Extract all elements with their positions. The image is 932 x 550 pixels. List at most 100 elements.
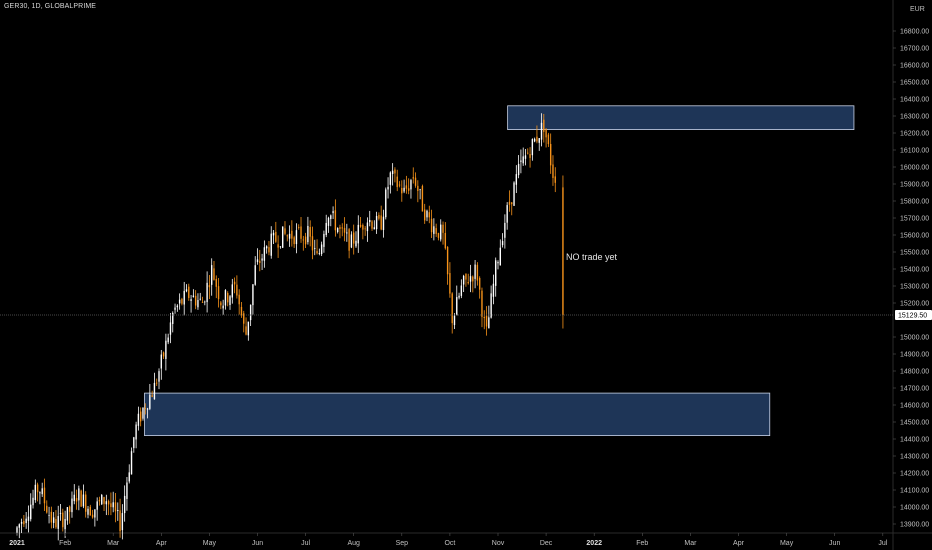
candle-body: [488, 317, 490, 329]
candle: [483, 310, 485, 330]
candle-body: [456, 297, 458, 316]
candle: [135, 421, 137, 449]
candle-body: [375, 216, 378, 230]
candle-body: [105, 501, 108, 505]
candle-body: [272, 232, 275, 236]
x-tick-label: Feb: [636, 540, 648, 547]
candle: [385, 187, 387, 220]
candle-body: [227, 292, 229, 303]
candle: [517, 155, 520, 179]
candle: [222, 299, 224, 315]
candle: [156, 378, 158, 386]
candle-body: [307, 225, 309, 243]
candle: [199, 292, 201, 301]
candle-body: [268, 247, 270, 253]
candle-body: [513, 182, 515, 206]
candle: [421, 184, 424, 212]
demand-zone: [144, 392, 771, 437]
candle: [176, 304, 179, 312]
candle: [110, 492, 112, 516]
candle-body: [451, 293, 453, 324]
candle: [472, 275, 474, 293]
candle-body: [449, 273, 451, 294]
y-tick-label: 14700.00: [900, 386, 929, 393]
candle: [126, 476, 128, 511]
candle: [515, 165, 518, 193]
candle: [311, 226, 314, 260]
y-tick-label: 16100.00: [900, 148, 929, 155]
candle-body: [107, 501, 110, 505]
candle-body: [332, 211, 334, 214]
candle: [451, 292, 453, 334]
candle-body: [66, 507, 69, 521]
candle-body: [18, 524, 20, 528]
candle: [527, 148, 529, 155]
x-tick-label: Mar: [684, 540, 697, 547]
candle-body: [190, 299, 192, 302]
candle-body: [85, 494, 87, 512]
candle: [453, 313, 456, 329]
candle: [488, 305, 490, 329]
candle-body: [229, 296, 231, 306]
candle: [167, 333, 169, 345]
candle-body: [359, 225, 362, 227]
candle-body: [524, 155, 527, 159]
candle-body: [398, 184, 401, 186]
candle-body: [57, 516, 59, 529]
candle-body: [366, 222, 369, 232]
candle-body: [98, 499, 101, 502]
candle-body: [34, 484, 37, 501]
candle: [332, 206, 334, 220]
annotation-text: NO trade yet: [566, 252, 618, 262]
candle: [238, 289, 240, 315]
candle-body: [364, 228, 366, 230]
candle-body: [123, 495, 126, 514]
candle-body: [256, 259, 259, 263]
candle: [87, 506, 89, 519]
candle-body: [197, 300, 199, 308]
candle: [520, 149, 522, 174]
y-tick-label: 14500.00: [900, 420, 929, 427]
candle-body: [540, 122, 543, 140]
candle-body: [27, 516, 30, 521]
candle: [465, 273, 467, 287]
candle: [121, 504, 124, 540]
candle: [543, 113, 545, 143]
candle-body: [261, 258, 263, 261]
candle: [252, 284, 254, 315]
candle-body: [206, 282, 208, 303]
candle: [508, 190, 511, 212]
candle: [387, 177, 389, 199]
candle-body: [343, 227, 346, 233]
candle: [123, 485, 126, 522]
candle-body: [36, 484, 39, 493]
candle: [130, 447, 133, 475]
candle-body: [208, 285, 211, 288]
candle: [215, 275, 217, 299]
candle-body: [176, 305, 179, 308]
candle: [291, 220, 293, 247]
candle-body: [243, 313, 245, 324]
candle: [73, 484, 75, 505]
candle-body: [412, 177, 414, 179]
candle-body: [204, 301, 206, 303]
candle-body: [270, 233, 272, 256]
candle: [389, 171, 392, 194]
candle: [531, 138, 534, 161]
candle-body: [318, 253, 321, 254]
candle-body: [201, 302, 204, 303]
candle-body: [396, 176, 398, 188]
x-tick-label: Dec: [540, 540, 553, 547]
candle: [320, 241, 323, 257]
candle-body: [50, 511, 53, 523]
candle-body: [238, 294, 240, 305]
candle-body: [492, 283, 495, 297]
candle: [39, 491, 41, 505]
candle: [391, 163, 394, 186]
candle-body: [382, 216, 385, 230]
candle-body: [121, 513, 124, 531]
candle-body: [391, 170, 394, 174]
candle-body: [220, 302, 222, 306]
candle: [353, 224, 355, 255]
